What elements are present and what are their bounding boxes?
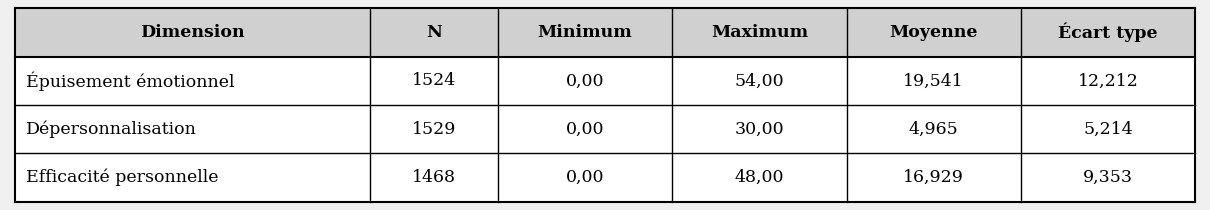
Text: 19,541: 19,541 bbox=[904, 72, 964, 89]
Bar bbox=[497, 105, 672, 153]
Text: 0,00: 0,00 bbox=[565, 72, 604, 89]
Bar bbox=[1021, 8, 1195, 57]
Text: 1468: 1468 bbox=[411, 169, 456, 186]
Bar bbox=[1021, 105, 1195, 153]
Bar bbox=[672, 153, 847, 202]
Bar bbox=[672, 8, 847, 57]
Bar bbox=[1021, 153, 1195, 202]
Text: 0,00: 0,00 bbox=[565, 121, 604, 138]
Text: Épuisement émotionnel: Épuisement émotionnel bbox=[27, 71, 235, 91]
Text: 9,353: 9,353 bbox=[1083, 169, 1134, 186]
Text: Minimum: Minimum bbox=[537, 24, 633, 41]
Bar bbox=[15, 8, 370, 57]
Text: 16,929: 16,929 bbox=[904, 169, 964, 186]
Text: 12,212: 12,212 bbox=[1078, 72, 1139, 89]
Bar bbox=[1021, 57, 1195, 105]
Bar bbox=[497, 57, 672, 105]
Bar bbox=[497, 153, 672, 202]
Text: 30,00: 30,00 bbox=[734, 121, 784, 138]
Text: Écart type: Écart type bbox=[1059, 23, 1158, 42]
Bar bbox=[847, 8, 1021, 57]
Bar bbox=[370, 105, 497, 153]
Text: Efficacité personnelle: Efficacité personnelle bbox=[27, 169, 219, 186]
Bar bbox=[672, 57, 847, 105]
Bar bbox=[370, 153, 497, 202]
Text: Moyenne: Moyenne bbox=[889, 24, 978, 41]
Text: 1529: 1529 bbox=[411, 121, 456, 138]
Text: 1524: 1524 bbox=[411, 72, 456, 89]
Bar bbox=[15, 105, 370, 153]
Bar bbox=[847, 57, 1021, 105]
Text: Maximum: Maximum bbox=[710, 24, 808, 41]
Bar bbox=[15, 57, 370, 105]
Text: 4,965: 4,965 bbox=[909, 121, 958, 138]
Bar bbox=[370, 57, 497, 105]
Bar bbox=[847, 153, 1021, 202]
Bar bbox=[672, 105, 847, 153]
Bar bbox=[15, 153, 370, 202]
Text: N: N bbox=[426, 24, 442, 41]
Text: Dépersonnalisation: Dépersonnalisation bbox=[27, 120, 197, 138]
Text: 0,00: 0,00 bbox=[565, 169, 604, 186]
Text: 5,214: 5,214 bbox=[1083, 121, 1133, 138]
Text: 54,00: 54,00 bbox=[734, 72, 784, 89]
Text: 48,00: 48,00 bbox=[734, 169, 784, 186]
Bar bbox=[370, 8, 497, 57]
Bar bbox=[847, 105, 1021, 153]
Text: Dimension: Dimension bbox=[140, 24, 244, 41]
Bar bbox=[497, 8, 672, 57]
